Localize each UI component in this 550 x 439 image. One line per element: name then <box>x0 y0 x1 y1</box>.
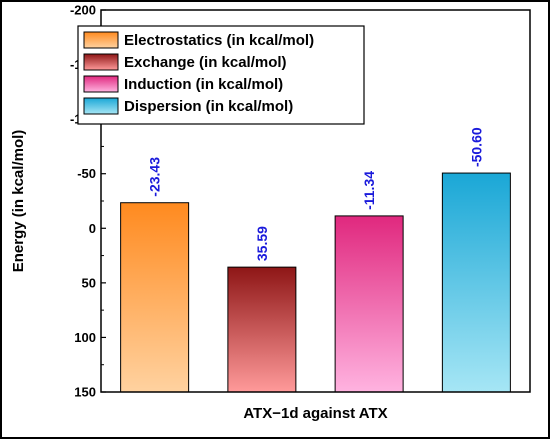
x-axis-title: ATX−1d against ATX <box>243 405 387 422</box>
y-tick-label: -200 <box>70 3 96 18</box>
bar-1 <box>227 266 297 393</box>
y-tick-label: 50 <box>82 275 96 290</box>
legend-swatch <box>83 53 119 71</box>
legend-entry: Induction (in kcal/mol) <box>124 76 283 93</box>
y-tick-label: 150 <box>74 385 96 400</box>
legend-entry: Electrostatics (in kcal/mol) <box>124 32 314 49</box>
data-label: 35.59 <box>254 226 270 261</box>
legend-entry: Dispersion (in kcal/mol) <box>124 98 293 115</box>
data-label: -23.43 <box>147 157 163 197</box>
legend-box <box>77 25 365 125</box>
y-tick-label: -50 <box>77 166 96 181</box>
legend-swatch <box>83 97 119 115</box>
y-axis-title: Energy (in kcal/mol) <box>10 130 27 273</box>
y-tick-label: 100 <box>74 330 96 345</box>
bar-3 <box>441 172 511 393</box>
legend-swatch <box>83 75 119 93</box>
legend: Electrostatics (in kcal/mol) Exchange (in… <box>77 25 365 125</box>
data-label: -11.34 <box>361 171 377 210</box>
y-tick-label: 0 <box>89 221 96 236</box>
legend-swatch <box>83 31 119 49</box>
bar-2 <box>334 215 404 393</box>
legend-entry: Exchange (in kcal/mol) <box>124 54 287 71</box>
data-label: -50.60 <box>468 127 484 167</box>
bar-0 <box>120 202 190 393</box>
